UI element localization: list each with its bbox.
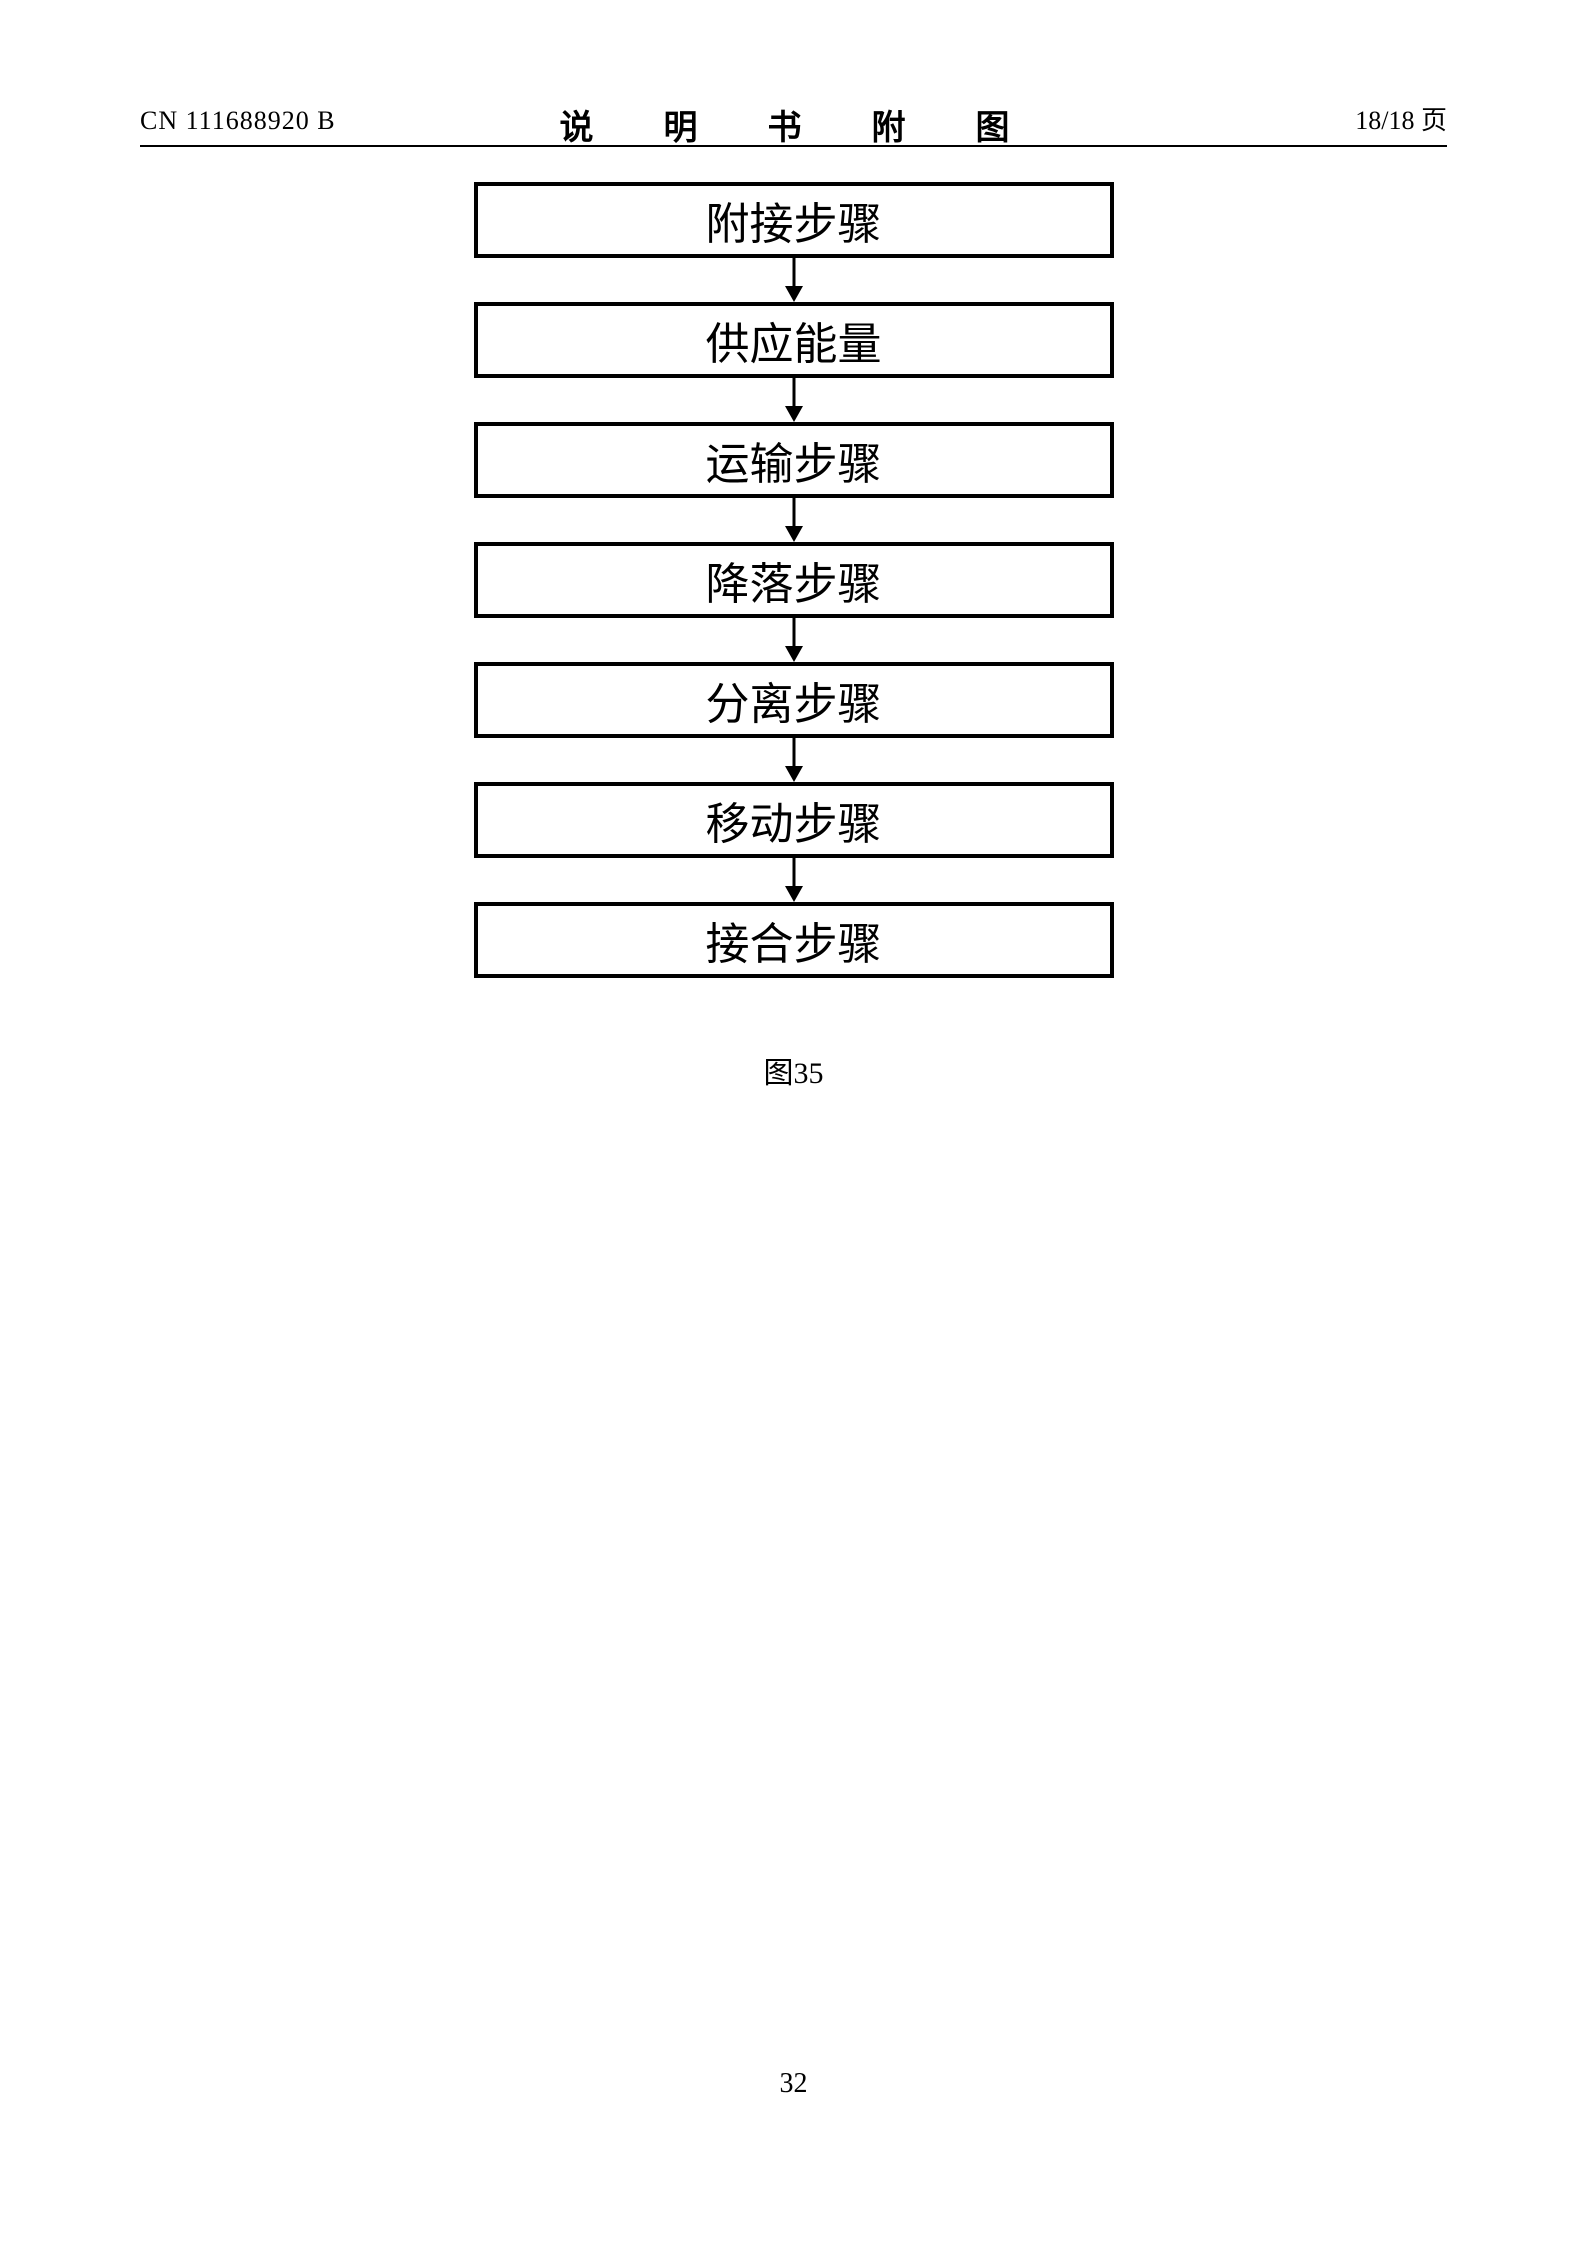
flow-step-label: 附接步骤 xyxy=(706,188,882,252)
flow-arrow xyxy=(779,258,809,302)
flow-arrow xyxy=(779,498,809,542)
flow-step-box: 移动步骤 xyxy=(474,782,1114,858)
figure-label: 图35 xyxy=(764,1048,824,1092)
arrow-down-icon xyxy=(779,378,809,422)
flow-step-label: 供应能量 xyxy=(706,308,882,372)
flow-step-label: 接合步骤 xyxy=(706,908,882,972)
page-container: CN 111688920 B 说 明 书 附 图 18/18 页 附接步骤供应能… xyxy=(0,0,1587,2245)
flow-arrow xyxy=(779,618,809,662)
page-number: 32 xyxy=(780,2068,808,2100)
flow-step-box: 接合步骤 xyxy=(474,902,1114,978)
arrow-down-icon xyxy=(779,858,809,902)
arrow-down-icon xyxy=(779,498,809,542)
patent-number: CN 111688920 B xyxy=(140,106,336,136)
arrow-down-icon xyxy=(779,738,809,782)
flow-arrow xyxy=(779,858,809,902)
page-header: CN 111688920 B 说 明 书 附 图 18/18 页 xyxy=(140,100,1447,147)
flow-step-label: 分离步骤 xyxy=(706,668,882,732)
flow-step-label: 降落步骤 xyxy=(706,548,882,612)
flow-step-label: 运输步骤 xyxy=(706,428,882,492)
arrow-down-icon xyxy=(779,618,809,662)
flow-step-box: 附接步骤 xyxy=(474,182,1114,258)
arrow-down-icon xyxy=(779,258,809,302)
flow-step-box: 供应能量 xyxy=(474,302,1114,378)
flow-step-label: 移动步骤 xyxy=(706,788,882,852)
page-indicator: 18/18 页 xyxy=(1355,100,1447,137)
flow-arrow xyxy=(779,378,809,422)
section-title: 说 明 书 附 图 xyxy=(560,100,1028,149)
flowchart: 附接步骤供应能量运输步骤降落步骤分离步骤移动步骤接合步骤 xyxy=(474,182,1114,978)
flow-arrow xyxy=(779,738,809,782)
flow-step-box: 分离步骤 xyxy=(474,662,1114,738)
flow-step-box: 运输步骤 xyxy=(474,422,1114,498)
flowchart-container: 附接步骤供应能量运输步骤降落步骤分离步骤移动步骤接合步骤 图35 xyxy=(140,182,1447,1092)
flow-step-box: 降落步骤 xyxy=(474,542,1114,618)
